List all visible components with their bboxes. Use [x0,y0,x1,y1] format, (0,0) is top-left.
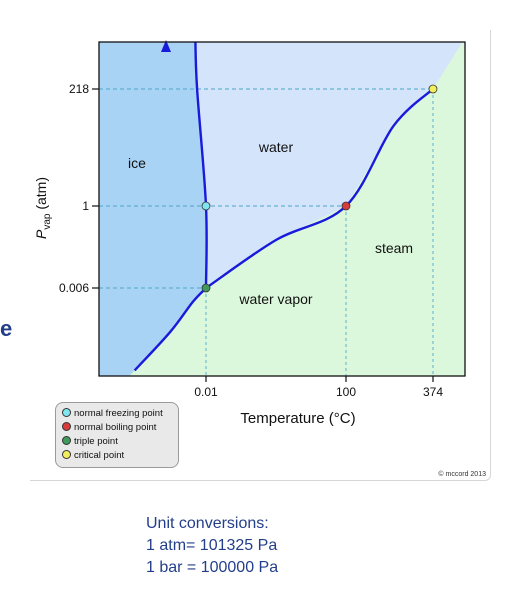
edge-letter-fragment: e [0,316,13,341]
legend-item: triple point [62,435,178,449]
y-axis-label-main: P [33,229,49,239]
legend: normal freezing point normal boiling poin… [55,402,179,468]
y-axis-label: Pvap (atm) [33,177,53,239]
region-label-steam: steam [375,240,413,256]
notes-line-bar: 1 bar = 100000 Pa [146,559,279,576]
region-label-water: water [258,139,294,155]
point-normal-freezing [201,201,211,211]
x-tick-triple-label: 0.01 [194,385,218,399]
legend-dot-icon [62,450,71,459]
legend-dot-icon [62,436,71,445]
y-tick-1atm-label: 1 [82,199,89,213]
sublimation-curve [133,287,207,372]
legend-dot-icon [62,422,71,431]
point-normal-boiling [341,201,351,211]
fusion-arrowhead [161,40,171,52]
x-tick-boiling-label: 100 [336,385,356,399]
legend-item: critical point [62,449,178,463]
notes-title: Unit conversions: [146,515,269,532]
region-label-ice: ice [128,155,146,171]
region-label-water-vapor: water vapor [238,291,312,307]
unit-conversions-notes: Unit conversions: 1 atm= 101325 Pa 1 bar… [146,513,278,579]
legend-item: normal boiling point [62,421,178,435]
point-triple [201,283,211,293]
legend-label: normal boiling point [74,422,157,433]
notes-line-atm: 1 atm= 101325 Pa [146,537,278,554]
plot-frame [98,41,466,377]
y-tick-critical-label: 218 [69,82,89,96]
credit-text: © mccord 2013 [438,470,486,478]
y-axis-label-sub: vap [42,213,53,230]
point-critical [428,84,438,94]
region-ice-fill [99,42,206,376]
y-axis-label-unit: (atm) [33,177,49,214]
x-tick-critical-label: 374 [423,385,443,399]
legend-dot-icon [62,408,71,417]
x-axis-label: Temperature (°C) [240,410,355,427]
legend-label: triple point [74,436,118,447]
region-vapor-fill [129,42,465,376]
plot-regions [99,42,465,376]
fusion-curve [194,42,208,289]
legend-item: normal freezing point [62,407,178,421]
y-tick-triple-label: 0.006 [59,281,89,295]
legend-label: critical point [74,450,125,461]
legend-label: normal freezing point [74,408,163,419]
phase-diagram-chart: 0.01 100 374 0.006 1 218 Temperature (°C) Pvap … [33,40,486,478]
